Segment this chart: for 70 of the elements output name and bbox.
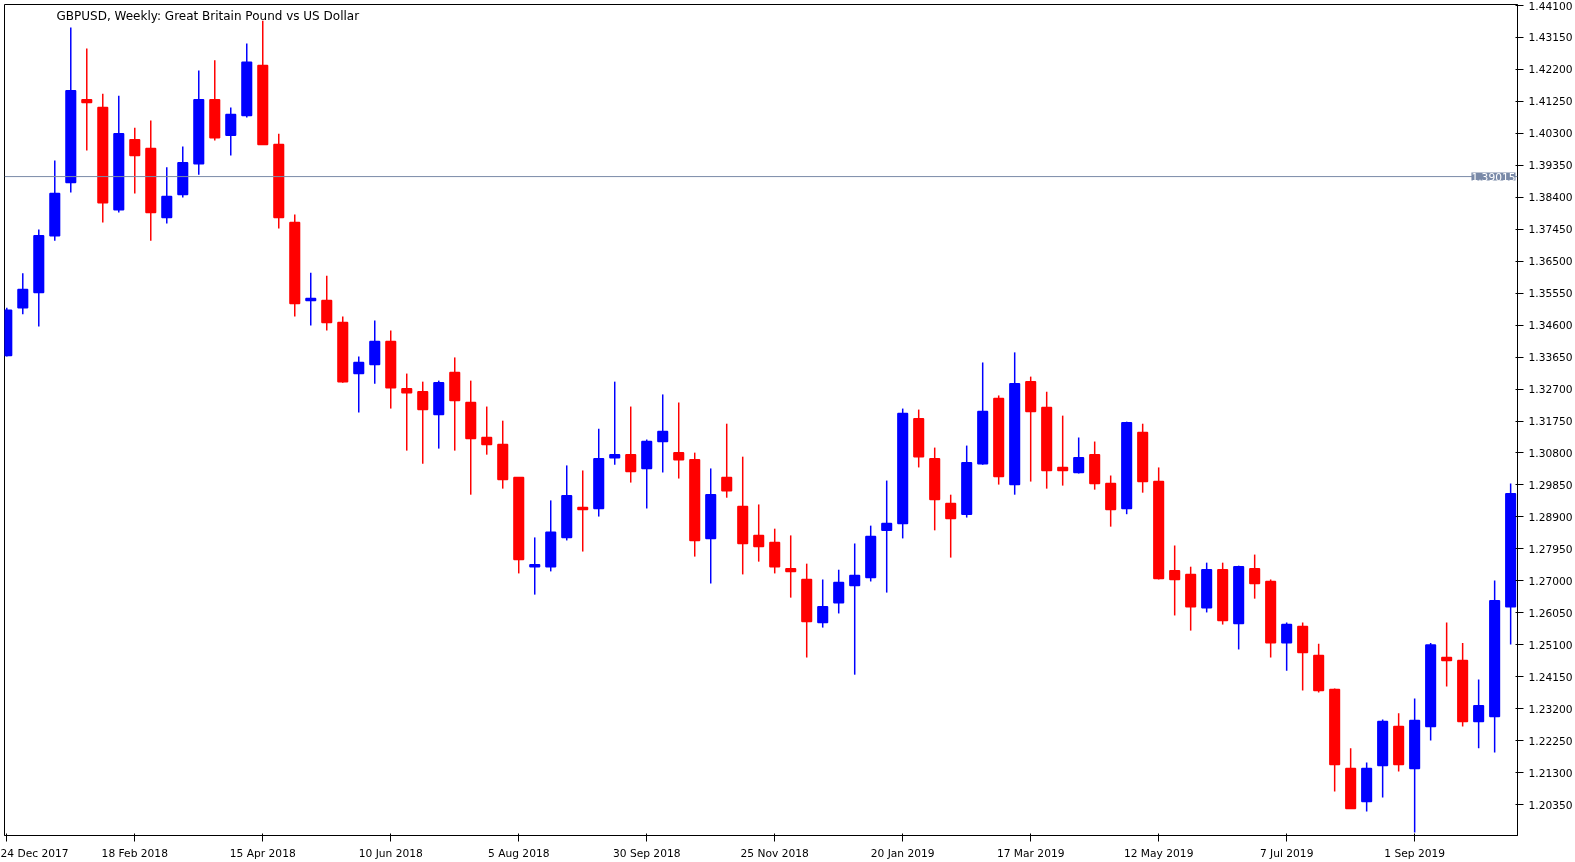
y-tick-label: 1.44100 bbox=[1528, 0, 1573, 13]
y-tick-label: 1.24150 bbox=[1528, 670, 1573, 684]
candlestick bbox=[1249, 553, 1261, 600]
y-tick-label: 1.37450 bbox=[1528, 223, 1573, 237]
candlestick bbox=[753, 503, 765, 563]
x-tick-label: 10 Jun 2018 bbox=[358, 846, 424, 860]
y-tick-label: 1.27950 bbox=[1528, 542, 1573, 556]
y-tick-label: 1.35550 bbox=[1528, 287, 1573, 301]
candlestick bbox=[225, 106, 237, 157]
candlestick bbox=[849, 542, 861, 676]
candlestick bbox=[1441, 621, 1453, 688]
y-tick-label: 1.23200 bbox=[1528, 702, 1573, 716]
y-tick-label: 1.38400 bbox=[1528, 191, 1573, 205]
candlestick bbox=[481, 405, 493, 456]
y-tick-label: 1.30800 bbox=[1528, 446, 1573, 460]
candlestick bbox=[321, 274, 333, 332]
y-tick-label: 1.34600 bbox=[1528, 319, 1573, 333]
candlestick bbox=[17, 272, 29, 316]
candlestick bbox=[609, 380, 621, 466]
y-tick-label: 1.20350 bbox=[1528, 798, 1573, 812]
candlestick bbox=[1281, 621, 1293, 672]
candlestick bbox=[1073, 436, 1085, 475]
y-tick-label: 1.22250 bbox=[1528, 734, 1573, 748]
x-tick-label: 15 Apr 2018 bbox=[229, 846, 296, 860]
y-tick-label: 1.43150 bbox=[1528, 31, 1573, 45]
candlestick bbox=[81, 47, 93, 152]
y-tick-label: 1.33650 bbox=[1528, 351, 1573, 365]
y-tick-label: 1.39350 bbox=[1528, 159, 1573, 173]
candlestick bbox=[721, 422, 733, 499]
ref-line-label: 1.39015 bbox=[1471, 170, 1516, 184]
y-tick-label: 1.29850 bbox=[1528, 478, 1573, 492]
candlestick bbox=[945, 493, 957, 559]
candlestick bbox=[673, 401, 685, 480]
candlestick bbox=[1473, 678, 1485, 750]
candlestick bbox=[369, 319, 381, 385]
y-tick-label: 1.32700 bbox=[1528, 383, 1573, 397]
candlestick bbox=[833, 568, 845, 615]
y-tick-label: 1.31750 bbox=[1528, 415, 1573, 429]
candlestick bbox=[1057, 414, 1069, 487]
candlestick bbox=[657, 393, 669, 474]
y-tick-label: 1.42200 bbox=[1528, 63, 1573, 77]
y-tick-label: 1.28900 bbox=[1528, 510, 1573, 524]
candlestick bbox=[129, 126, 141, 195]
x-tick-label: 12 May 2019 bbox=[1123, 846, 1194, 860]
y-tick-label: 1.40300 bbox=[1528, 127, 1573, 141]
x-tick-label: 7 Jul 2019 bbox=[1259, 846, 1314, 860]
x-tick-label: 18 Feb 2018 bbox=[101, 846, 169, 860]
chart-title: GBPUSD, Weekly: Great Britain Pound vs US Dollar bbox=[56, 8, 360, 23]
x-tick-label: 20 Jan 2019 bbox=[870, 846, 935, 860]
candlestick bbox=[161, 166, 173, 225]
y-tick-label: 1.21300 bbox=[1528, 766, 1573, 780]
x-tick-label: 17 Mar 2019 bbox=[996, 846, 1065, 860]
x-tick-label: 24 Dec 2017 bbox=[0, 846, 69, 860]
y-tick-label: 1.25100 bbox=[1528, 638, 1573, 652]
y-tick-label: 1.27000 bbox=[1528, 574, 1573, 588]
candlestick bbox=[625, 405, 637, 484]
y-tick-label: 1.41250 bbox=[1528, 95, 1573, 109]
candlestick bbox=[417, 380, 429, 465]
candlestick bbox=[1169, 544, 1181, 617]
x-tick-label: 5 Aug 2018 bbox=[488, 846, 550, 860]
candlestick bbox=[401, 372, 413, 452]
candlestick bbox=[817, 578, 829, 629]
candlestick bbox=[881, 479, 893, 594]
candlestick bbox=[353, 355, 365, 414]
x-tick-label: 30 Sep 2018 bbox=[612, 846, 681, 860]
candlestick bbox=[785, 534, 797, 599]
x-tick-label: 1 Sep 2019 bbox=[1384, 846, 1446, 860]
x-tick-label: 25 Nov 2018 bbox=[740, 846, 810, 860]
y-tick-label: 1.36500 bbox=[1528, 255, 1573, 269]
y-tick-label: 1.26050 bbox=[1528, 606, 1573, 620]
